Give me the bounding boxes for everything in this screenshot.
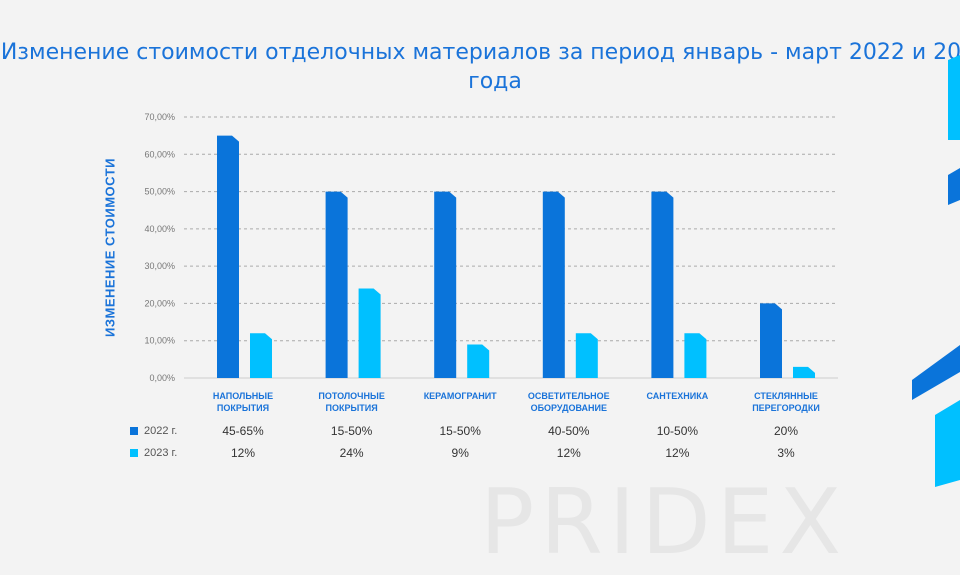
table-value: 40-50% [548, 424, 590, 438]
table-value: 3% [777, 446, 795, 460]
x-category-label: КЕРАМОГРАНИТ [423, 391, 497, 401]
legend-label: 2022 г. [144, 425, 178, 437]
table-value: 45-65% [222, 424, 264, 438]
bar-2023 [793, 366, 815, 378]
table-value: 20% [773, 424, 799, 438]
table-value: 12% [230, 446, 256, 460]
bar-2022 [325, 191, 348, 378]
table-value: 9% [451, 446, 469, 460]
chart-title: Изменение стоимости отделочных материало… [0, 40, 960, 94]
x-category-label: ПОТОЛОЧНЫЕ ПОКРЫТИЯ [318, 391, 385, 413]
y-tick-label: 30,00% [144, 261, 175, 271]
y-tick-label: 0,00% [149, 373, 175, 383]
table-value: 10-50% [656, 424, 699, 438]
bar-2023 [684, 333, 707, 378]
bar-2022 [217, 135, 239, 378]
y-tick-label: 20,00% [144, 298, 175, 308]
y-tick-label: 60,00% [144, 149, 175, 159]
bar-2022 [434, 191, 457, 378]
bar-2023 [467, 344, 490, 378]
y-tick-label: 40,00% [144, 224, 175, 234]
bar-2022 [651, 191, 674, 378]
table-value: 15-50% [439, 424, 481, 438]
y-tick-label: 50,00% [144, 187, 175, 197]
bar-2023 [575, 333, 598, 378]
legend-item: 2022 г. [130, 425, 177, 437]
y-tick-label: 10,00% [144, 336, 175, 346]
table-value: 15-50% [330, 424, 373, 438]
chart-area: 0,00% 10,00% 20,00% 30,00% 40,00% 50,00% 60,00… [144, 55, 960, 487]
x-category-label: СТЕКЛЯННЫЕ ПЕРЕГОРОДКИ [752, 391, 820, 413]
legend-swatch [130, 427, 138, 435]
legend-label: 2023 г. [144, 447, 178, 459]
bar-2022 [542, 191, 565, 378]
bar-2022 [760, 303, 782, 378]
x-category-label: САНТЕХНИКА [646, 391, 709, 401]
bar-2023 [358, 288, 381, 378]
legend-item: 2023 г. [130, 447, 177, 459]
table-value: 12% [556, 446, 581, 460]
x-category-label: НАПОЛЬНЫЕ ПОКРЫТИЯ [212, 391, 274, 413]
legend-swatch [130, 449, 138, 457]
y-tick-label: 70,00% [144, 112, 175, 122]
table-value: 24% [339, 446, 364, 460]
table-value: 12% [665, 446, 690, 460]
bar-2023 [250, 333, 272, 378]
x-category-label: ОСВЕТИТЕЛЬНОЕ ОБОРУДОВАНИЕ [527, 391, 610, 413]
